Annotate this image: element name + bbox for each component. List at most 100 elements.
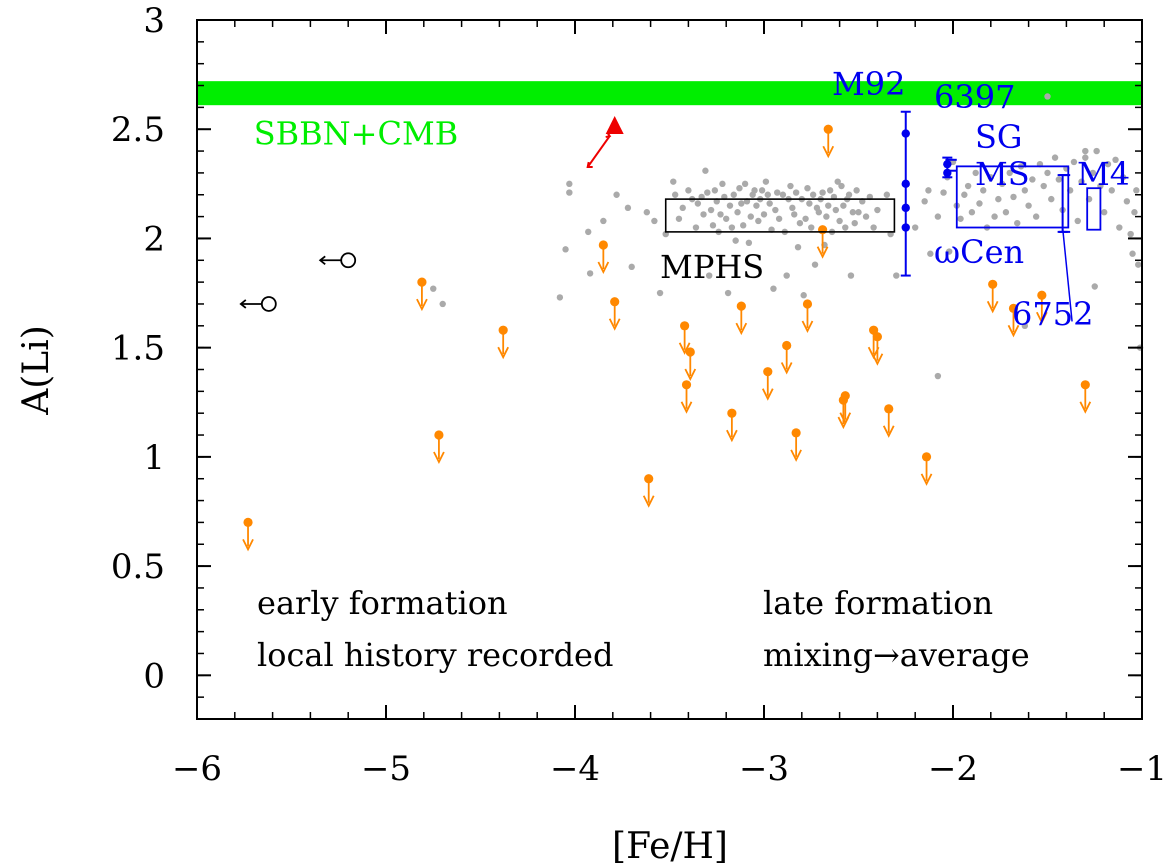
field-star-point: [1101, 209, 1108, 216]
upper-limit-arrowhead: [416, 298, 428, 312]
field-star-point: [927, 250, 934, 257]
field-star-point: [1010, 193, 1017, 201]
field-star-point: [556, 294, 564, 301]
field-star-point: [755, 217, 762, 225]
field-star-point: [808, 224, 815, 231]
field-star-point: [976, 200, 983, 207]
upper-limit-marker: [920, 452, 933, 486]
field-star-point: [1048, 195, 1055, 203]
field-star-point: [730, 191, 737, 198]
field-star-point: [775, 215, 783, 222]
field-star-point: [772, 206, 779, 214]
field-star-point: [842, 224, 849, 231]
cluster-point: [901, 223, 910, 232]
field-star-point: [762, 178, 770, 185]
upper-limit-arrowhead: [816, 246, 829, 259]
field-star-point: [972, 169, 979, 177]
upper-limit-marker: [780, 340, 793, 375]
field-star-point: [764, 191, 771, 198]
field-star-point: [1116, 224, 1123, 231]
mphs-label: MPHS: [660, 248, 764, 286]
globular-clusters: [900, 110, 1102, 322]
upper-limit-marker: [1036, 290, 1048, 325]
cluster-box: [955, 165, 1070, 229]
field-star-point: [823, 213, 830, 220]
upper-limit-arrowhead: [242, 539, 254, 552]
field-star-point: [585, 228, 592, 236]
band-label: SBBN+CMB: [254, 115, 459, 153]
field-star-point: [685, 187, 692, 194]
upper-limit-marker: [837, 395, 850, 430]
upper-limit-marker: [986, 279, 999, 314]
field-star-point: [692, 224, 700, 231]
field-star-point: [1131, 209, 1138, 216]
field-star-point: [600, 217, 607, 225]
field-star-point: [819, 189, 826, 196]
field-star-point: [719, 180, 726, 188]
field-star-point: [802, 215, 809, 222]
field-star-point: [700, 211, 707, 218]
annotation-mixing-average: mixing→average: [763, 636, 1030, 674]
mphs-box: [664, 198, 896, 233]
field-star-point: [430, 285, 437, 292]
field-star-point: [1006, 169, 1013, 177]
field-star-point: [853, 187, 860, 194]
field-star-point: [707, 206, 715, 214]
upper-limit-arrowhead: [986, 300, 999, 314]
field-star-point: [1055, 176, 1063, 183]
upper-limit-marker: [684, 347, 697, 382]
cluster-label-m4: M4: [1077, 155, 1130, 193]
y-tick-label: 3: [143, 1, 165, 41]
field-star-point: [832, 206, 840, 214]
field-star-point: [940, 189, 947, 196]
cluster-label-sg: SG: [975, 118, 1022, 156]
cluster-label-m92: M92: [832, 65, 905, 103]
upper-limit-arrowhead: [801, 320, 814, 333]
field-star-point: [1070, 158, 1078, 166]
field-star-point: [774, 189, 781, 196]
upper-limit-marker: [680, 380, 693, 414]
field-star-point: [736, 184, 743, 192]
field-star-point: [753, 202, 760, 209]
upper-limit-arrowhead: [497, 346, 509, 360]
field-star-point: [1091, 283, 1098, 290]
field-star-point: [738, 200, 745, 207]
red-triangle-marker: [605, 116, 624, 135]
field-star-point: [1002, 209, 1010, 216]
field-star-point: [745, 239, 753, 247]
cluster-label-omegacen: ωCen: [934, 233, 1024, 271]
open-circle-arrow-head: [239, 299, 247, 309]
upper-limit-marker: [416, 277, 428, 312]
upper-limit-marker: [882, 404, 895, 438]
field-star-point: [723, 215, 730, 222]
field-star-point: [804, 184, 811, 192]
upper-limit-marker: [816, 225, 829, 259]
field-star-point: [747, 213, 754, 220]
field-star-point: [694, 200, 702, 207]
field-star-point: [934, 213, 942, 220]
field-star-point: [1021, 187, 1029, 194]
y-tick-label: 0: [143, 656, 165, 696]
field-star-point: [934, 372, 942, 380]
upper-limit-marker: [790, 428, 802, 462]
field-star-point: [613, 191, 620, 198]
upper-limit-marker: [839, 391, 852, 425]
open-circle-marker: [340, 252, 357, 269]
upper-limit-arrowhead: [790, 449, 802, 462]
field-star-point: [671, 191, 679, 198]
field-star-point: [838, 182, 845, 190]
field-star-point: [704, 189, 711, 196]
field-star-point: [741, 180, 749, 188]
field-star-point: [783, 272, 790, 279]
field-star-point: [789, 204, 796, 212]
upper-limit-arrowhead: [839, 412, 852, 425]
field-star-point: [800, 292, 807, 299]
field-star-point: [1051, 154, 1059, 161]
field-star-point: [792, 189, 800, 196]
field-star-point: [987, 174, 994, 181]
upper-limit-marker: [726, 408, 738, 443]
field-star-point: [1044, 169, 1051, 177]
upper-limit-marker: [1007, 303, 1020, 338]
field-star-point: [1029, 176, 1036, 183]
field-star-point: [724, 289, 732, 297]
